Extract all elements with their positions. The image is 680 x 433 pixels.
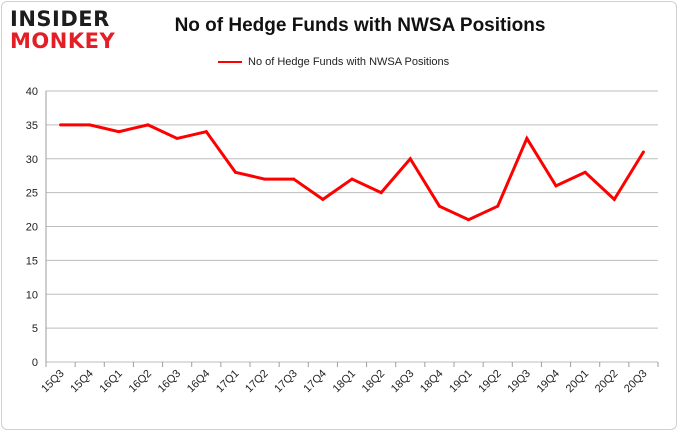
logo-line1: INSIDER (10, 7, 110, 31)
data-point (350, 177, 354, 181)
data-point (292, 177, 296, 181)
y-tick-label: 0 (32, 357, 38, 369)
data-point (467, 218, 471, 222)
legend-swatch (218, 61, 242, 63)
x-tick-label: 19Q1 (447, 368, 475, 396)
x-tick-label: 20Q2 (593, 368, 621, 396)
x-tick-label: 16Q1 (97, 368, 125, 396)
y-tick-label: 30 (26, 154, 38, 166)
legend-label: No of Hedge Funds with NWSA Positions (248, 56, 450, 68)
data-point (437, 204, 441, 208)
x-tick-label: 18Q4 (418, 368, 446, 396)
x-tick-label: 17Q3 (272, 368, 300, 396)
data-point (146, 123, 150, 127)
y-tick-label: 10 (26, 289, 38, 301)
x-tick-label: 16Q3 (156, 368, 184, 396)
data-point (641, 150, 645, 154)
data-point (554, 184, 558, 188)
x-tick-label: 15Q3 (39, 368, 67, 396)
y-tick-label: 20 (26, 222, 38, 234)
data-point (88, 123, 92, 127)
x-tick-label: 18Q2 (360, 368, 388, 396)
data-point (233, 170, 237, 174)
y-tick-label: 40 (26, 86, 38, 98)
series-line (60, 123, 645, 222)
x-tick-label: 17Q2 (243, 368, 271, 396)
x-tick-label: 17Q4 (301, 368, 329, 396)
x-tick-label: 16Q2 (127, 368, 155, 396)
y-tick-label: 5 (32, 323, 38, 335)
data-point (612, 197, 616, 201)
data-point (204, 130, 208, 134)
x-tick-label: 17Q1 (214, 368, 242, 396)
y-tick-label: 25 (26, 188, 38, 200)
data-point (408, 157, 412, 161)
x-tick-label: 20Q1 (564, 368, 592, 396)
data-point (117, 130, 121, 134)
x-tick-label: 16Q4 (185, 368, 213, 396)
chart-title: No of Hedge Funds with NWSA Positions (174, 15, 546, 36)
data-point (263, 177, 267, 181)
data-point (496, 204, 500, 208)
x-tick-label: 19Q2 (476, 368, 504, 396)
data-point (379, 191, 383, 195)
insider-monkey-logo: INSIDER MONKEY (10, 8, 115, 52)
y-tick-label: 35 (26, 120, 38, 132)
data-point (175, 136, 179, 140)
data-point (583, 170, 587, 174)
chart-legend: No of Hedge Funds with NWSA Positions (218, 56, 449, 68)
data-point (525, 136, 529, 140)
logo-line2: MONKEY (10, 29, 116, 53)
x-tick-label: 18Q3 (389, 368, 417, 396)
x-tick-label: 19Q4 (535, 368, 563, 396)
y-tick-label: 15 (26, 255, 38, 267)
data-point (321, 197, 325, 201)
x-tick-label: 18Q1 (331, 368, 359, 396)
data-point (59, 123, 63, 127)
x-tick-label: 15Q4 (68, 368, 96, 396)
x-tick-label: 19Q3 (505, 368, 533, 396)
x-tick-label: 20Q3 (622, 368, 650, 396)
